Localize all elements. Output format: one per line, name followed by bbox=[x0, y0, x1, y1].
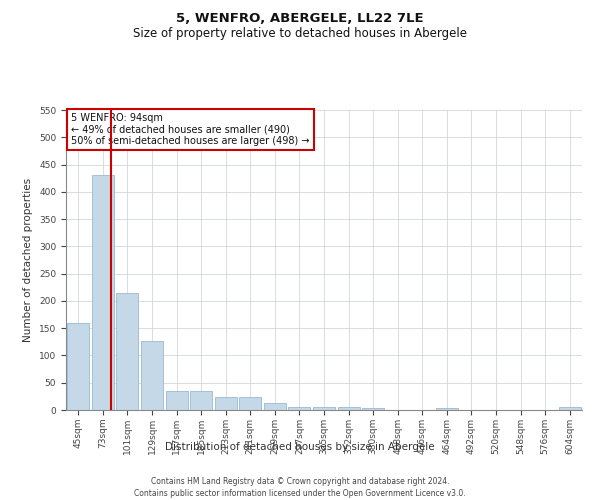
Bar bbox=[166, 391, 188, 410]
Bar bbox=[141, 340, 163, 410]
Bar bbox=[264, 404, 286, 410]
Bar bbox=[92, 176, 114, 410]
Text: Distribution of detached houses by size in Abergele: Distribution of detached houses by size … bbox=[165, 442, 435, 452]
Text: Contains HM Land Registry data © Crown copyright and database right 2024.: Contains HM Land Registry data © Crown c… bbox=[151, 478, 449, 486]
Bar bbox=[239, 397, 262, 410]
Bar bbox=[190, 391, 212, 410]
Bar bbox=[362, 408, 384, 410]
Bar bbox=[215, 397, 237, 410]
Bar bbox=[116, 292, 139, 410]
Bar bbox=[559, 408, 581, 410]
Text: Size of property relative to detached houses in Abergele: Size of property relative to detached ho… bbox=[133, 28, 467, 40]
Bar bbox=[67, 322, 89, 410]
Text: Contains public sector information licensed under the Open Government Licence v3: Contains public sector information licen… bbox=[134, 489, 466, 498]
Bar bbox=[313, 408, 335, 410]
Bar bbox=[289, 406, 310, 410]
Text: 5 WENFRO: 94sqm
← 49% of detached houses are smaller (490)
50% of semi-detached : 5 WENFRO: 94sqm ← 49% of detached houses… bbox=[71, 113, 310, 146]
Bar bbox=[338, 408, 359, 410]
Text: 5, WENFRO, ABERGELE, LL22 7LE: 5, WENFRO, ABERGELE, LL22 7LE bbox=[176, 12, 424, 26]
Bar bbox=[436, 408, 458, 410]
Y-axis label: Number of detached properties: Number of detached properties bbox=[23, 178, 34, 342]
